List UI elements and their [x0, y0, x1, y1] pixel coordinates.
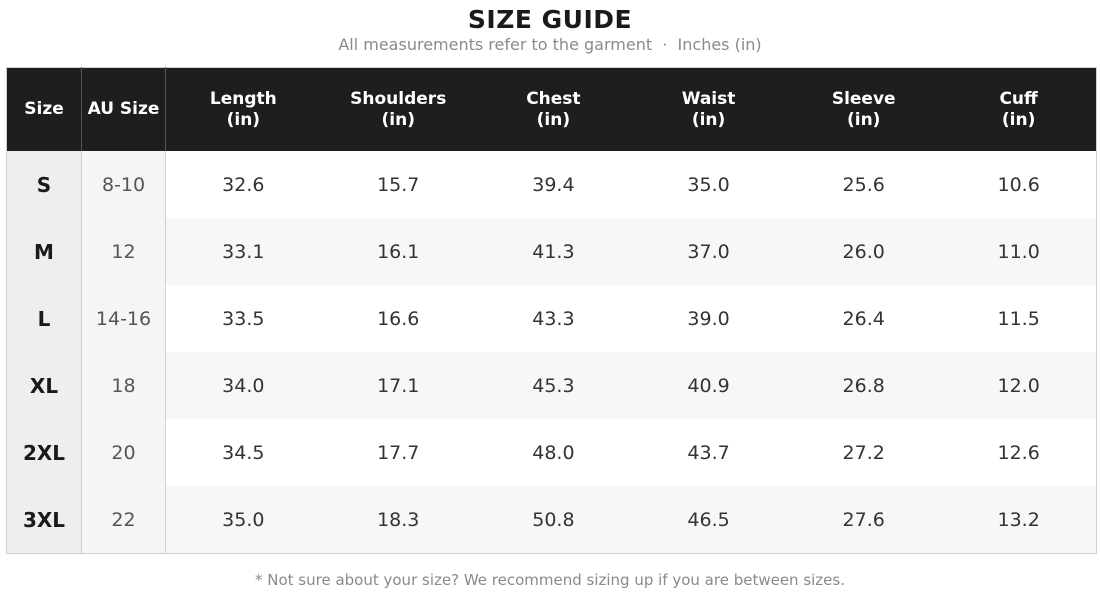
measure-cell: 33.1 — [165, 218, 321, 285]
size-cell: M — [6, 218, 82, 285]
size-cell: S — [6, 151, 82, 218]
measure-cell: 43.3 — [532, 307, 575, 330]
measure-cell: 39.4 — [532, 173, 575, 196]
measure-cell: 50.8 — [475, 486, 631, 554]
measure-cell: 35.0 — [165, 486, 321, 554]
table-row: M 12 33.1 16.1 41.3 37.0 26.0 11.0 — [6, 218, 1097, 285]
measure-cell: 11.5 — [997, 307, 1040, 330]
measure-cell: 11.0 — [941, 218, 1097, 285]
measure-cell: 16.6 — [377, 307, 420, 330]
table-body: S 8-10 32.6 15.7 39.4 35.0 25.6 10.6 M 12 33.1 16.1… — [6, 151, 1097, 554]
column-header: Cuff (in) — [941, 67, 1097, 151]
measure-cell: 41.3 — [475, 218, 631, 285]
measure-cell: 43.7 — [687, 441, 730, 464]
table-row: 3XL 22 35.0 18.3 50.8 46.5 27.6 13.2 — [6, 486, 1097, 554]
column-header: Waist (in) — [630, 67, 787, 151]
measure-cell: 12.6 — [997, 441, 1040, 464]
table-row: 2XL 20 34.5 17.7 48.0 43.7 27.2 12.6 — [6, 419, 1097, 486]
column-header: Length (in) — [165, 67, 321, 151]
measure-cell: 26.0 — [786, 218, 942, 285]
column-header: Shoulders (in) — [320, 67, 476, 151]
measure-cell: 35.0 — [687, 173, 730, 196]
measure-cell: 34.5 — [222, 441, 265, 464]
header-row: Size AU Size Length (in) Shoulders (in) Ches… — [6, 67, 1097, 151]
measure-cell: 46.5 — [630, 486, 787, 554]
measure-cell: 40.9 — [630, 352, 787, 419]
title: SIZE GUIDE — [467, 5, 633, 34]
measure-cell: 10.6 — [997, 173, 1040, 196]
size-cell: L — [6, 285, 82, 352]
measure-cell: 25.6 — [842, 173, 885, 196]
measure-cell: 13.2 — [941, 486, 1097, 554]
measure-cell: 39.0 — [687, 307, 730, 330]
au-size-cell: 18 — [81, 352, 166, 419]
size-table: Size AU Size Length (in) Shoulders (in) Ches… — [6, 67, 1097, 554]
measure-cell: 48.0 — [532, 441, 575, 464]
size-cell: 3XL — [6, 486, 82, 554]
measure-cell: 15.7 — [377, 173, 420, 196]
au-size-cell: 8-10 — [81, 151, 166, 218]
table-row: S 8-10 32.6 15.7 39.4 35.0 25.6 10.6 — [6, 151, 1097, 218]
measure-cell: 18.3 — [320, 486, 476, 554]
measure-cell: 26.4 — [842, 307, 885, 330]
measure-cell: 34.0 — [165, 352, 321, 419]
au-size-cell: 12 — [81, 218, 166, 285]
column-header: AU Size — [81, 67, 166, 151]
measure-cell: 45.3 — [475, 352, 631, 419]
measure-cell: 33.5 — [222, 307, 265, 330]
table-row: L 14-16 33.5 16.6 43.3 39.0 26.4 11.5 — [6, 285, 1097, 352]
measure-cell: 16.1 — [320, 218, 476, 285]
au-size-cell: 22 — [81, 486, 166, 554]
table-row: XL 18 34.0 17.1 45.3 40.9 26.8 12.0 — [6, 352, 1097, 419]
measure-cell: 32.6 — [222, 173, 265, 196]
au-size-cell: 14-16 — [81, 285, 166, 352]
measure-cell: 12.0 — [941, 352, 1097, 419]
column-header: Size — [6, 67, 82, 151]
size-cell: 2XL — [6, 419, 82, 486]
column-header: Chest (in) — [475, 67, 631, 151]
measure-cell: 37.0 — [630, 218, 787, 285]
column-header: Sleeve (in) — [786, 67, 942, 151]
measure-cell: 27.2 — [842, 441, 885, 464]
measure-cell: 27.6 — [786, 486, 942, 554]
footnote: * Not sure about your size? We recommend… — [254, 571, 845, 589]
measure-cell: 17.1 — [320, 352, 476, 419]
measure-cell: 17.7 — [377, 441, 420, 464]
size-cell: XL — [6, 352, 82, 419]
measure-cell: 26.8 — [786, 352, 942, 419]
subtitle: All measurements refer to the garment · … — [338, 35, 762, 54]
au-size-cell: 20 — [81, 419, 166, 486]
